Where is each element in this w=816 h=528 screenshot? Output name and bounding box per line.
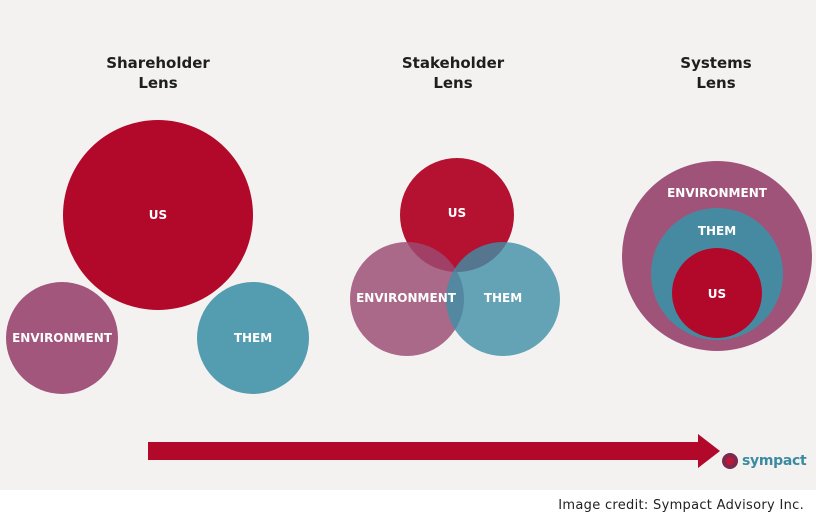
shareholder-environment-circle [6,282,118,394]
stakeholder-us-label: US [448,206,466,220]
stakeholder-us-circle [400,158,514,272]
systems-lens-title: Systems Lens [680,54,752,92]
shareholder-them-circle [197,282,309,394]
shareholder-lens-title: Shareholder Lens [106,54,210,92]
stakeholder-them-label: THEM [484,291,522,305]
shareholder-them-label: THEM [234,331,272,345]
stakeholder-lens: US ENVIRONMENT THEM [350,158,560,356]
systems-us-label: US [708,287,726,301]
shareholder-us-circle [63,120,253,310]
systems-environment-label: ENVIRONMENT [667,186,768,200]
sympact-logo: sympact [722,453,807,469]
shareholder-us-label: US [149,208,167,222]
shareholder-lens: US ENVIRONMENT THEM [6,120,309,394]
sympact-logo-text: sympact [742,453,807,469]
sympact-logo-icon [722,453,738,469]
stakeholder-lens-title: Stakeholder Lens [401,54,505,92]
stakeholder-environment-label: ENVIRONMENT [356,291,457,305]
diagram-canvas: Shareholder Lens Stakeholder Lens System… [0,0,816,490]
progression-arrow [148,434,720,468]
systems-us-circle [672,248,762,338]
systems-them-label: THEM [698,224,736,238]
lens-diagram: US ENVIRONMENT THEM US ENVIRONMENT THEM … [6,120,812,468]
stakeholder-them-circle [446,242,560,356]
shareholder-environment-label: ENVIRONMENT [12,331,113,345]
stakeholder-environment-circle [350,242,464,356]
image-credit: Image credit: Sympact Advisory Inc. [558,498,804,513]
systems-lens: ENVIRONMENT THEM US [622,161,812,351]
